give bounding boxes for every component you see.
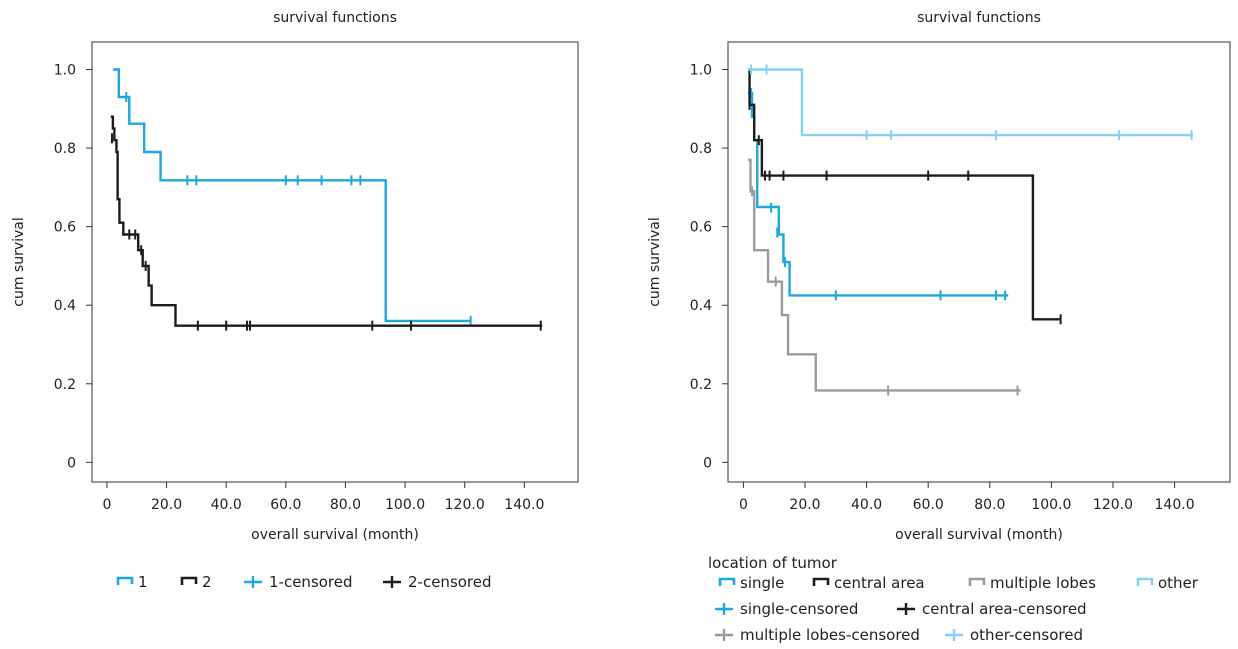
y-tick-label: 0.6 [690,220,712,236]
legend-label: single-censored [740,600,858,618]
legend-item: multiple lobes-censored [715,626,920,644]
legend-label: other [1158,574,1199,592]
x-tick-label: 100.0 [385,497,425,513]
legend-item: central area-censored [897,600,1087,618]
x-tick-label: 120.0 [445,497,485,513]
series-line-2 [110,115,543,327]
x-tick-label: 0 [739,497,748,513]
legend-item: central area [812,574,925,592]
x-tick-label: 140.0 [1155,497,1195,513]
series-line-1 [112,68,471,323]
x-tick-label: 0 [102,497,111,513]
y-tick-label: 0 [703,455,712,471]
legend-label: 2 [202,573,212,591]
legend-cross-swatch [715,629,733,641]
chart-title: survival functions [273,10,397,26]
legend-item: 1 [116,573,148,591]
legend-item: single [718,574,784,592]
series-line-single [748,91,1009,297]
y-tick-label: 0.6 [54,220,76,236]
legend-item: 2 [180,573,212,591]
legend-step-swatch [1136,577,1154,586]
y-tick-label: 0.8 [690,141,712,157]
legend-label: 2-censored [408,573,492,591]
y-tick-label: 0.2 [690,377,712,393]
series-line-other [748,68,1194,137]
legend-step-swatch [718,577,736,586]
chart-1: survival functions 0 0.2 0.4 0.6 0.8 1.0 0 20.0 4… [11,10,579,591]
legend-label: multiple lobes-censored [740,626,920,644]
y-tick-label: 0.2 [54,377,76,393]
legend-item: multiple lobes [968,574,1096,592]
y-tick-label: 0.8 [54,141,76,157]
legend-title: location of tumor [708,554,838,572]
y-axis-label: cum survival [647,217,663,307]
x-axis-label: overall survival (month) [251,527,419,543]
legend-step-swatch [968,577,986,586]
legend-cross-swatch [715,603,733,615]
legend-label: central area [834,574,925,592]
legend-step-swatch [116,576,134,585]
y-tick-label: 1.0 [690,63,712,79]
x-tick-label: 140.0 [504,497,544,513]
legend-cross-swatch [383,576,401,588]
y-tick-label: 0 [67,455,76,471]
chart-2: survival functions 0 0.2 0.4 0.6 0.8 1.0 0 20.0 4… [647,10,1231,644]
y-tick-label: 0.4 [54,298,76,314]
legend-label: 1-censored [269,573,353,591]
x-tick-label: 120.0 [1093,497,1133,513]
x-axis-label: overall survival (month) [895,527,1063,543]
y-tick-label: 0.4 [690,298,712,314]
legend-label: central area-censored [922,600,1087,618]
plot-frame [91,41,579,483]
legend-step-swatch [812,577,830,586]
legend-item: 1-censored [244,573,353,591]
legend-step-swatch [180,576,198,585]
legend: 1 2 1-censored 2-censored [116,573,492,591]
x-tick-label: 80.0 [974,497,1005,513]
legend-cross-swatch [897,603,915,615]
x-tick-label: 40.0 [211,497,242,513]
legend-label: single [740,574,784,592]
x-tick-label: 80.0 [330,497,361,513]
legend-item: other [1136,574,1199,592]
legend-label: 1 [138,573,148,591]
y-axis-label: cum survival [11,217,27,307]
x-tick-label: 60.0 [270,497,301,513]
x-tick-label: 20.0 [789,497,820,513]
series-line-central-area [748,68,1061,321]
legend-item: single-censored [715,600,858,618]
y-tick-label: 1.0 [54,63,76,79]
chart-title: survival functions [917,10,1041,26]
legend-label: multiple lobes [990,574,1096,592]
legend-item: 2-censored [383,573,492,591]
x-tick-label: 60.0 [913,497,944,513]
legend-item: other-censored [945,626,1083,644]
legend-label: other-censored [970,626,1083,644]
legend-cross-swatch [945,629,963,641]
x-tick-label: 20.0 [151,497,182,513]
legend-cross-swatch [244,576,262,588]
plot-frame [727,41,1231,483]
x-tick-label: 40.0 [851,497,882,513]
legend: location of tumor single central area multi… [708,554,1199,644]
x-tick-label: 100.0 [1031,497,1071,513]
